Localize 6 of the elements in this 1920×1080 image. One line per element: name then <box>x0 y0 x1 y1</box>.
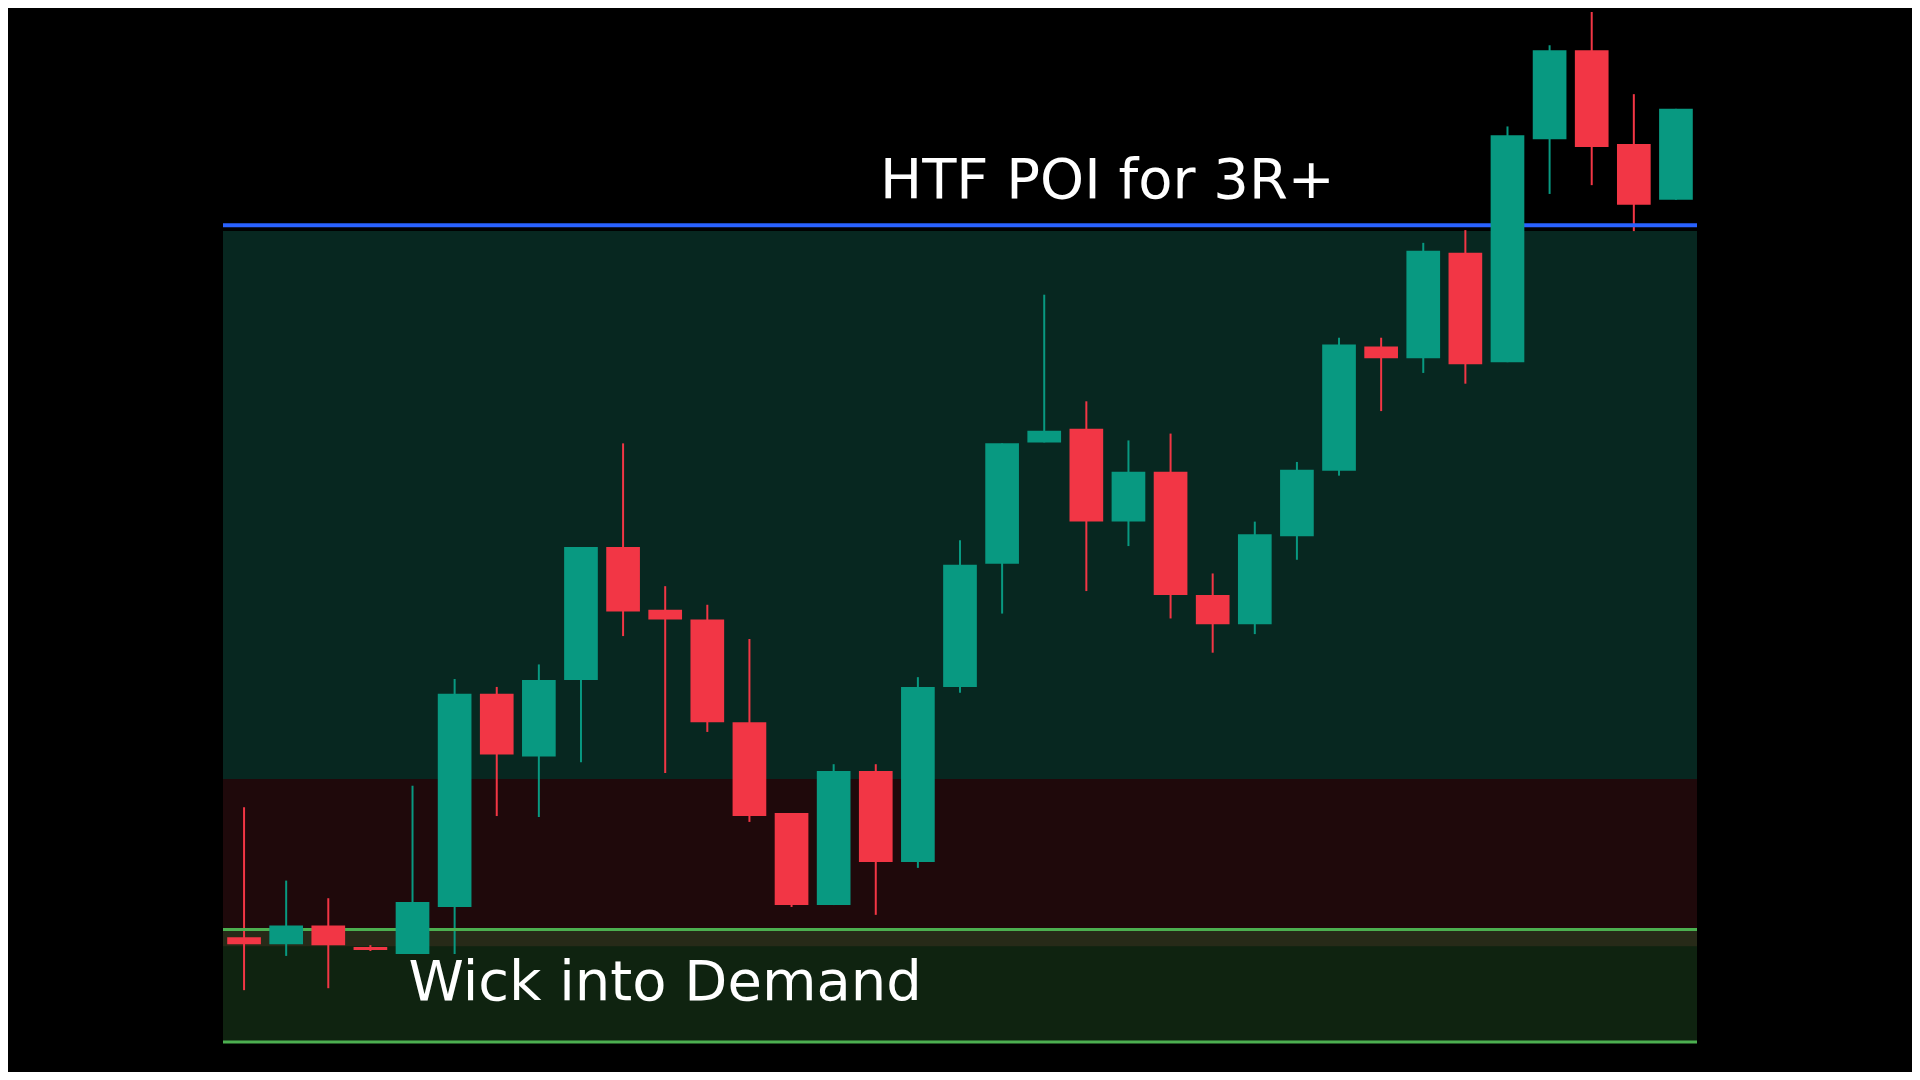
ref-line-label: HTF POI for 3R+ <box>880 145 1335 211</box>
candlestick <box>227 806 261 992</box>
candlestick <box>648 585 683 775</box>
candlestick <box>1027 293 1062 444</box>
candlestick <box>1364 336 1398 413</box>
band-label: Wick into Demand <box>408 948 922 1014</box>
